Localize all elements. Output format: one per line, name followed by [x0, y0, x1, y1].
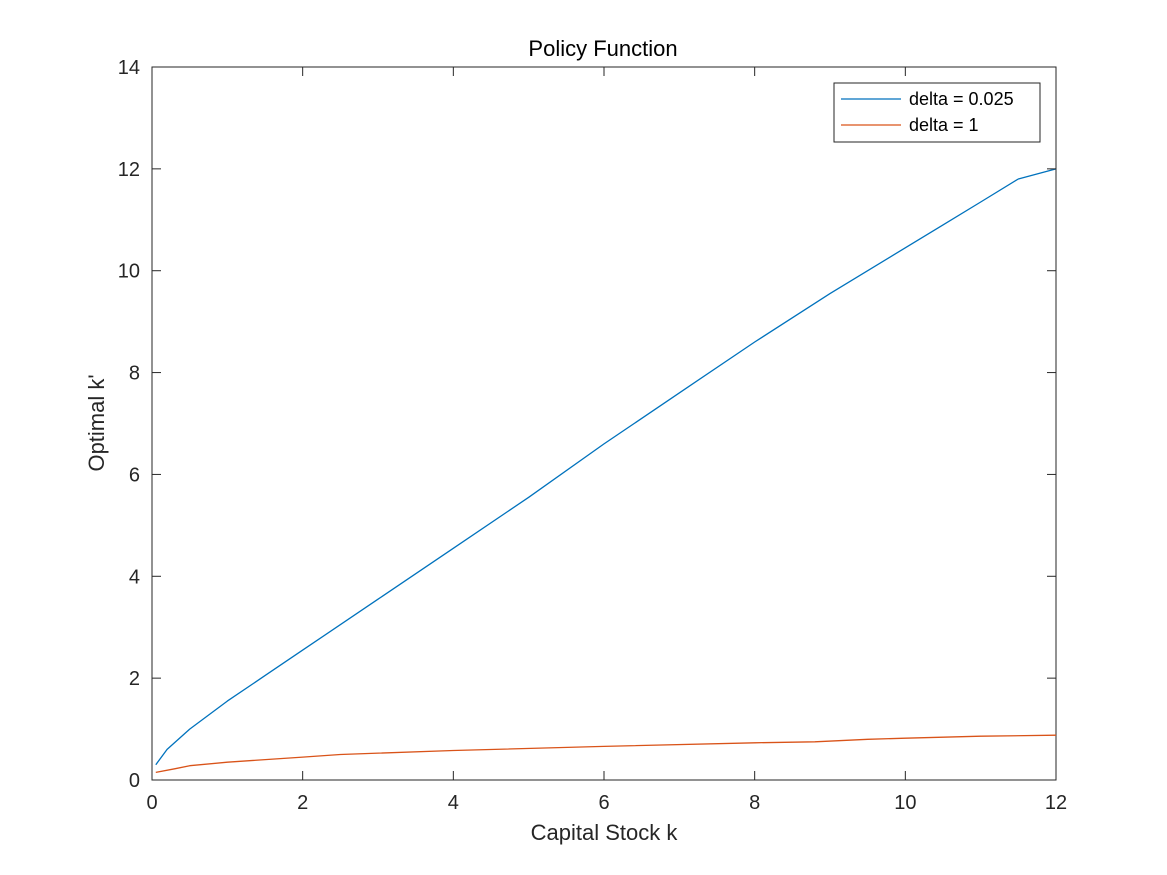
- chart-title: Policy Function: [528, 36, 677, 61]
- legend-label-series-1: delta = 0.025: [909, 89, 1014, 109]
- axes-box: [151, 66, 1057, 781]
- y-tick-label: 4: [129, 566, 140, 588]
- y-axis-title: Optimal k': [84, 374, 109, 471]
- y-tick-label: 2: [129, 668, 140, 690]
- y-tick-label: 12: [118, 159, 140, 181]
- y-tick-label: 0: [129, 770, 140, 792]
- x-tick-label: 8: [749, 792, 760, 814]
- x-axis-title: Capital Stock k: [531, 820, 679, 845]
- y-tick-label: 10: [118, 261, 140, 283]
- x-tick-label: 6: [598, 792, 609, 814]
- y-tick-label: 6: [129, 464, 140, 486]
- x-tick-label: 12: [1045, 792, 1067, 814]
- series-line-1: [155, 168, 1057, 766]
- x-tick-label: 2: [297, 792, 308, 814]
- x-tick-label: 4: [448, 792, 459, 814]
- x-tick-label: 10: [894, 792, 916, 814]
- legend: delta = 0.025 delta = 1: [833, 82, 1041, 143]
- series-layer: [155, 168, 1057, 774]
- legend-label-series-2: delta = 1: [909, 115, 979, 135]
- ticks-layer: 0 2 4 6 8 10 12 0 2 4 6 8 10 12 14: [118, 57, 1067, 814]
- legend-box: [833, 82, 1041, 143]
- plot-area: 0 2 4 6 8 10 12 0 2 4 6 8 10 12 14: [118, 57, 1067, 814]
- series-line-2: [155, 734, 1057, 774]
- y-tick-label: 14: [118, 57, 140, 79]
- y-tick-label: 8: [129, 363, 140, 385]
- x-tick-label: 0: [146, 792, 157, 814]
